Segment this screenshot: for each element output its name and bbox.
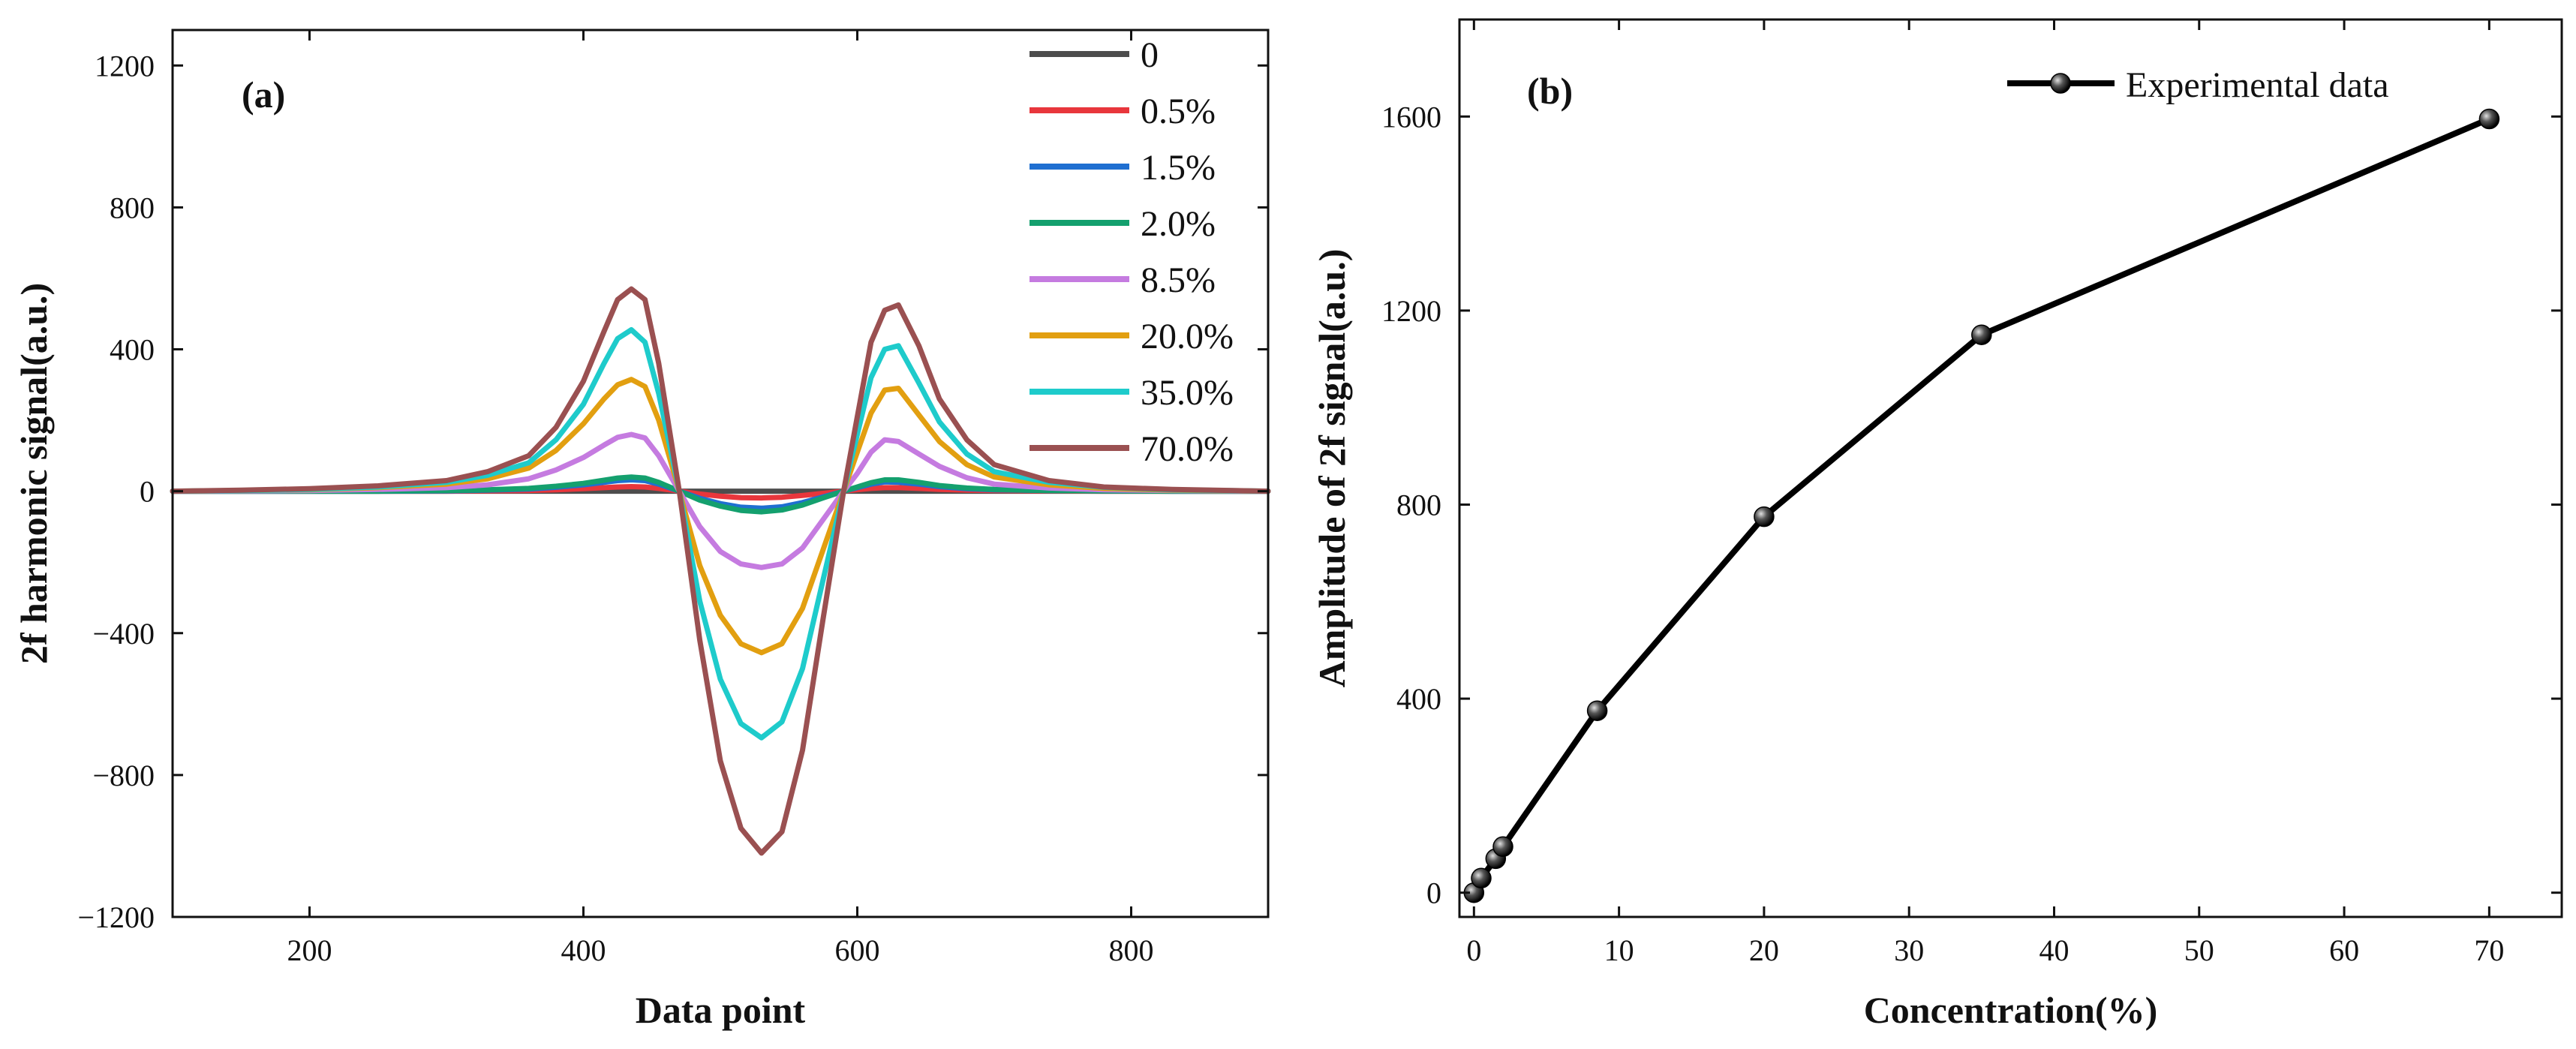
chart-b-data-point xyxy=(1471,867,1492,889)
chart-b-y-axis-title: Amplitude of 2f signal(a.u.) xyxy=(1311,249,1353,688)
chart-a-y-axis-title: 2f harmonic signal(a.u.) xyxy=(13,283,55,664)
chart-b-legend: Experimental data xyxy=(2007,65,2389,105)
chart-a-y-tick-label: 1200 xyxy=(95,49,155,83)
chart-a-y-tick-label: −800 xyxy=(92,759,155,792)
chart-a-y-tick-label: −1200 xyxy=(77,900,155,934)
chart-b-legend-label: Experimental data xyxy=(2126,65,2389,105)
chart-b-x-tick-label: 30 xyxy=(1894,933,1924,967)
chart-b: 0 10 20 30 40 50 60 70 0 400 800 1200 1600 (b) Conce… xyxy=(1311,18,2563,1031)
chart-a-legend-label: 8.5% xyxy=(1141,260,1216,300)
chart-a-series-line-6 xyxy=(170,327,1271,741)
chart-a-panel-label: (a) xyxy=(242,74,285,116)
chart-a-legend-label: 70.0% xyxy=(1141,429,1234,469)
chart-a-ticks: 200 400 600 800 −1200 −800 −400 0 400 800 1200 xyxy=(77,30,1268,967)
chart-b-x-tick-label: 50 xyxy=(2184,933,2214,967)
chart-a-x-tick-label: 800 xyxy=(1109,933,1154,967)
chart-b-x-tick-label: 60 xyxy=(2329,933,2359,967)
chart-a-series-line-5 xyxy=(170,377,1271,656)
chart-a-x-tick-label: 400 xyxy=(561,933,606,967)
chart-a-legend: 0 0.5% 1.5% 2.0% 8.5% 20.0% 35.0% 70.0% xyxy=(1029,35,1234,469)
chart-b-plot-frame xyxy=(1458,18,2563,918)
chart-b-data-point xyxy=(2478,108,2500,130)
chart-a: 200 400 600 800 −1200 −800 −400 0 400 800 1200 (a)… xyxy=(13,29,1271,1031)
chart-b-y-tick-label: 1600 xyxy=(1381,100,1441,134)
chart-b-series-group xyxy=(1463,108,2500,903)
chart-b-series-line xyxy=(1471,116,2490,894)
chart-a-plot-frame xyxy=(171,29,1270,918)
chart-b-panel-label: (b) xyxy=(1527,70,1573,112)
chart-b-y-tick-label: 1200 xyxy=(1381,294,1441,328)
chart-b-data-point xyxy=(1754,506,1775,528)
chart-a-series-group xyxy=(170,286,1271,856)
chart-a-legend-label: 2.0% xyxy=(1141,204,1216,244)
chart-b-ticks: 0 10 20 30 40 50 60 70 0 400 800 1200 1600 xyxy=(1381,20,2562,967)
chart-b-x-tick-label: 40 xyxy=(2039,933,2069,967)
chart-b-x-tick-label: 0 xyxy=(1466,933,1481,967)
chart-a-legend-label: 0.5% xyxy=(1141,92,1216,131)
chart-a-legend-label: 1.5% xyxy=(1141,148,1216,188)
chart-b-data-point xyxy=(1586,700,1608,721)
chart-b-data-point xyxy=(1971,324,1992,345)
chart-a-y-tick-label: −400 xyxy=(92,617,155,651)
chart-b-y-tick-label: 0 xyxy=(1426,876,1441,910)
chart-b-legend-marker xyxy=(2050,73,2071,94)
chart-b-x-tick-label: 10 xyxy=(1604,933,1634,967)
chart-a-legend-label: 35.0% xyxy=(1141,373,1234,413)
chart-a-x-tick-label: 600 xyxy=(835,933,880,967)
chart-b-y-tick-label: 400 xyxy=(1396,682,1441,716)
chart-a-series-line-7 xyxy=(170,286,1271,856)
chart-a-series-line-4 xyxy=(170,431,1271,570)
chart-a-series-line-3 xyxy=(170,474,1271,515)
chart-a-y-tick-label: 0 xyxy=(140,475,155,509)
chart-a-legend-label: 0 xyxy=(1141,35,1159,75)
chart-b-y-tick-label: 800 xyxy=(1396,488,1441,521)
chart-b-x-axis-title: Concentration(%) xyxy=(1864,989,2158,1031)
chart-a-y-tick-label: 400 xyxy=(110,333,155,367)
chart-b-x-tick-label: 70 xyxy=(2474,933,2504,967)
chart-a-x-axis-title: Data point xyxy=(636,989,806,1031)
chart-b-x-tick-label: 20 xyxy=(1749,933,1779,967)
chart-b-data-point xyxy=(1492,836,1513,858)
chart-a-x-tick-label: 200 xyxy=(287,933,332,967)
chart-a-y-tick-label: 800 xyxy=(110,191,155,224)
chart-a-legend-label: 20.0% xyxy=(1141,317,1234,356)
